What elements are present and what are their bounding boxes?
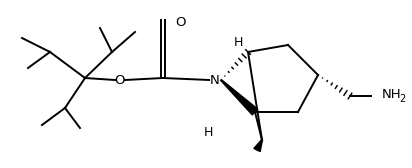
Text: H: H [233,35,243,49]
Text: O: O [115,74,125,87]
Text: NH: NH [382,89,402,101]
Polygon shape [254,140,262,152]
Polygon shape [221,80,258,115]
Text: O: O [176,15,186,29]
Text: H: H [203,125,213,138]
Text: N: N [210,74,220,87]
Text: 2: 2 [399,94,405,103]
